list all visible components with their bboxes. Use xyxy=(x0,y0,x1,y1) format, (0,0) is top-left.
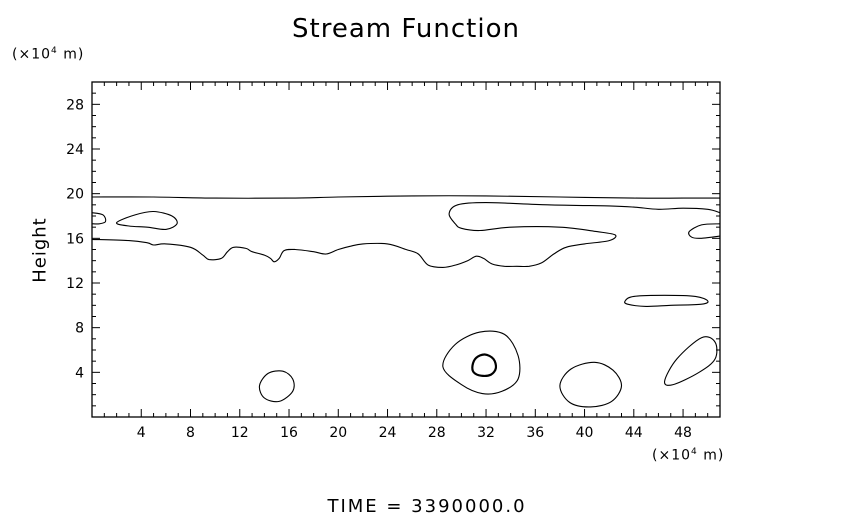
contour-top-line xyxy=(91,195,720,199)
contour-bottom-oval-4 xyxy=(664,336,718,386)
y-tick-label: 8 xyxy=(75,321,84,337)
contour-bottom-oval-1 xyxy=(258,370,295,403)
y-tick-label: 28 xyxy=(66,97,84,113)
y-tick-label: 12 xyxy=(66,276,84,292)
chart-title: Stream Function xyxy=(292,14,520,44)
x-tick-label: 20 xyxy=(329,425,347,441)
x-tick-label: 28 xyxy=(428,425,446,441)
x-tick-label: 44 xyxy=(625,425,643,441)
contour-lines xyxy=(91,195,721,408)
y-tick-label: 4 xyxy=(75,365,84,381)
contour-main-band xyxy=(91,202,721,268)
x-tick-label: 32 xyxy=(477,425,495,441)
x-tick-label: 4 xyxy=(137,425,146,441)
contour-center-ring xyxy=(471,353,498,377)
y-tick-label: 20 xyxy=(66,187,84,203)
x-tick-label: 36 xyxy=(526,425,544,441)
contour-bottom-oval-3 xyxy=(559,361,623,408)
x-tick-label: 24 xyxy=(379,425,397,441)
x-tick-label: 48 xyxy=(674,425,692,441)
y-axis-label: Height xyxy=(29,217,51,283)
y-axis-unit: (×104 m) xyxy=(12,46,85,63)
x-tick-label: 12 xyxy=(231,425,249,441)
x-tick-label: 16 xyxy=(280,425,298,441)
y-tick-label: 24 xyxy=(66,142,84,158)
plot-frame xyxy=(91,81,721,418)
contour-right-edge xyxy=(688,223,721,239)
contour-bottom-oval-2 xyxy=(442,330,521,395)
x-tick-label: 8 xyxy=(186,425,195,441)
contour-left-edge xyxy=(91,212,107,225)
y-tick-label: 16 xyxy=(66,231,84,247)
x-tick-label: 40 xyxy=(576,425,594,441)
axis-ticks xyxy=(91,81,721,418)
contour-right-oval xyxy=(624,294,709,307)
contour-left-oval xyxy=(116,210,178,231)
x-axis-unit: (×104 m) xyxy=(652,447,725,464)
time-footer: TIME = 3390000.0 xyxy=(327,496,527,517)
